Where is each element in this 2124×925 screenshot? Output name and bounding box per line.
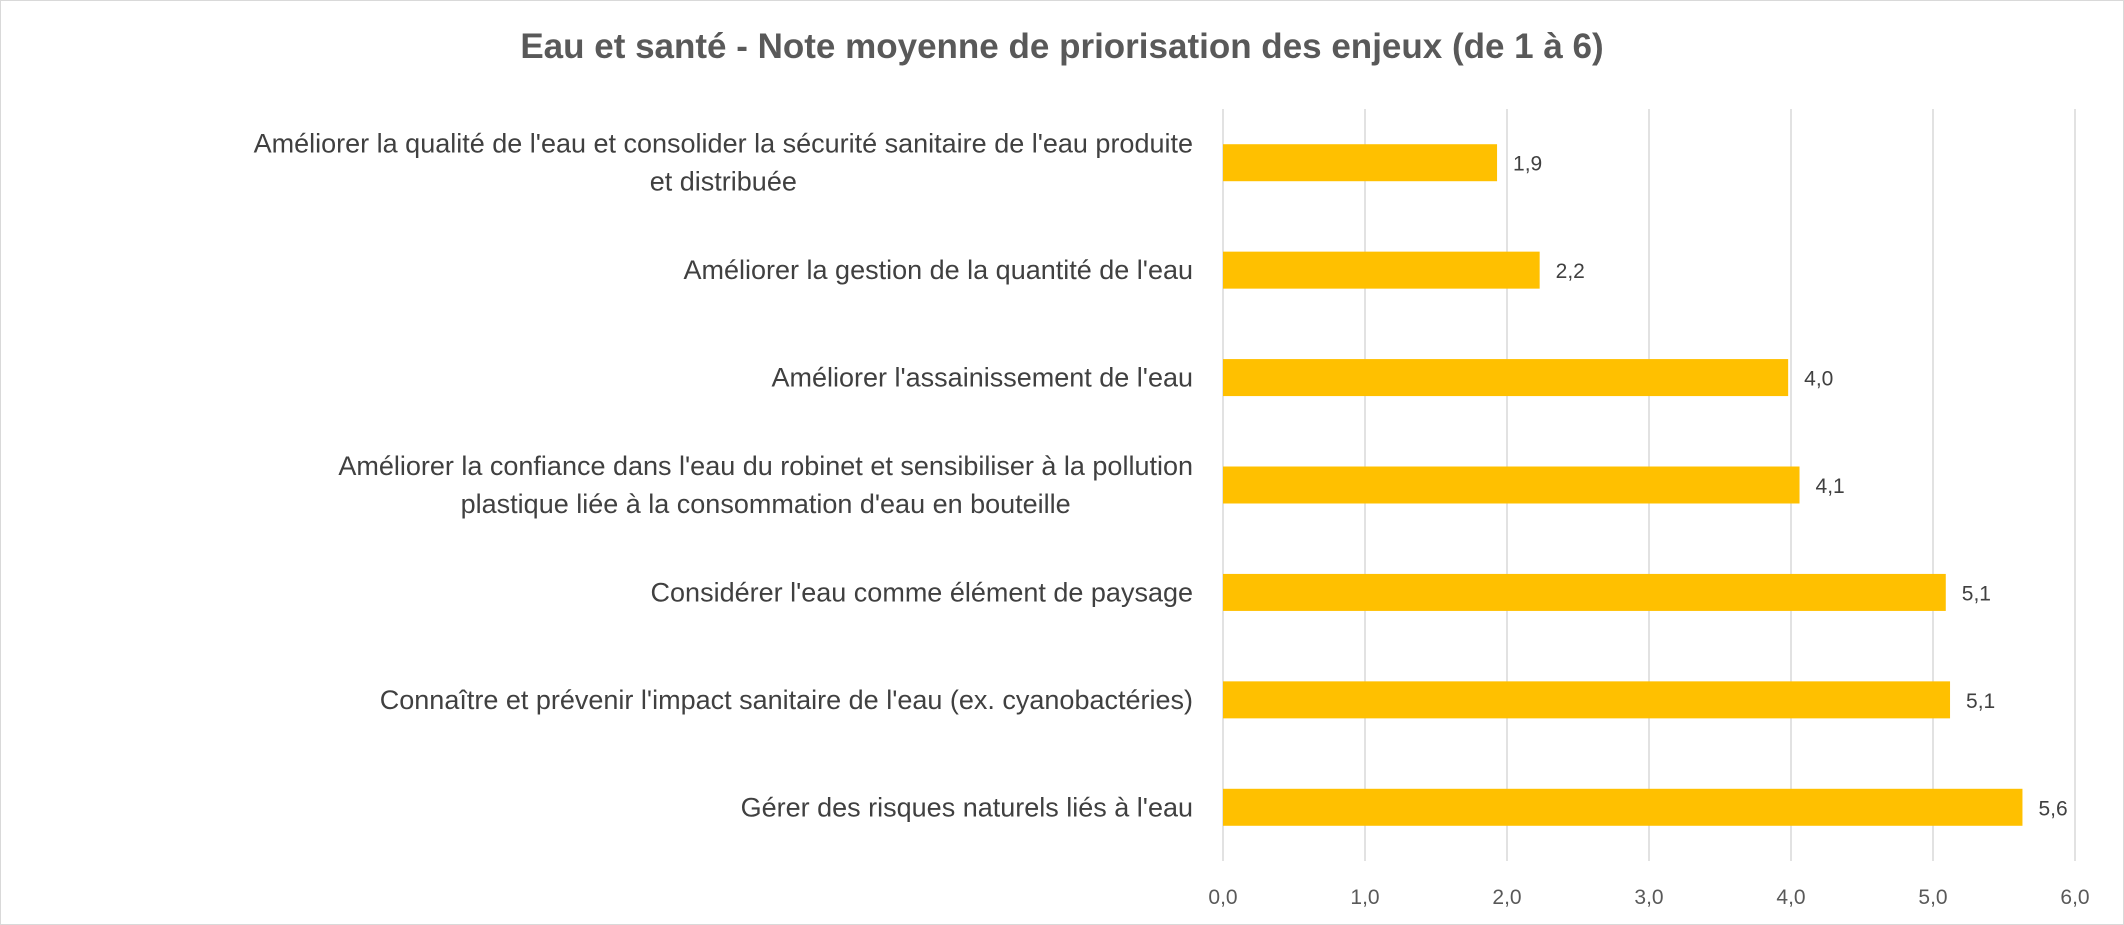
x-tick-label: 3,0 — [1634, 886, 1663, 909]
x-tick-label: 5,0 — [1918, 886, 1947, 909]
category-label: Considérer l'eau comme élément de paysag… — [651, 577, 1193, 607]
x-tick-label: 4,0 — [1776, 886, 1805, 909]
data-label: 5,1 — [1962, 582, 1991, 605]
bar — [1223, 681, 1951, 719]
x-tick-label: 2,0 — [1492, 886, 1521, 909]
data-label: 4,1 — [1816, 475, 1845, 498]
bar — [1223, 573, 1946, 611]
data-label: 2,2 — [1556, 260, 1585, 283]
x-tick-label: 0,0 — [1208, 886, 1237, 909]
category-label: Améliorer l'assainissement de l'eau — [771, 363, 1193, 393]
data-label: 5,1 — [1966, 690, 1995, 713]
data-label: 1,9 — [1513, 153, 1542, 176]
category-label: Connaître et prévenir l'impact sanitaire… — [380, 685, 1193, 715]
category-label: Améliorer la confiance dans l'eau du rob… — [338, 451, 1193, 519]
bar — [1223, 144, 1498, 182]
bar — [1223, 788, 2023, 826]
category-label: Améliorer la qualité de l'eau et consoli… — [254, 129, 1193, 197]
x-tick-label: 6,0 — [2060, 886, 2089, 909]
category-label: Gérer des risques naturels liés à l'eau — [741, 792, 1193, 822]
bar — [1223, 466, 1800, 504]
data-label: 5,6 — [2038, 797, 2067, 820]
bar — [1223, 359, 1789, 397]
x-tick-label: 1,0 — [1350, 886, 1379, 909]
chart-title: Eau et santé - Note moyenne de priorisat… — [520, 27, 1604, 66]
category-label: Améliorer la gestion de la quantité de l… — [684, 255, 1193, 285]
bar — [1223, 251, 1540, 289]
data-label: 4,0 — [1804, 368, 1833, 391]
